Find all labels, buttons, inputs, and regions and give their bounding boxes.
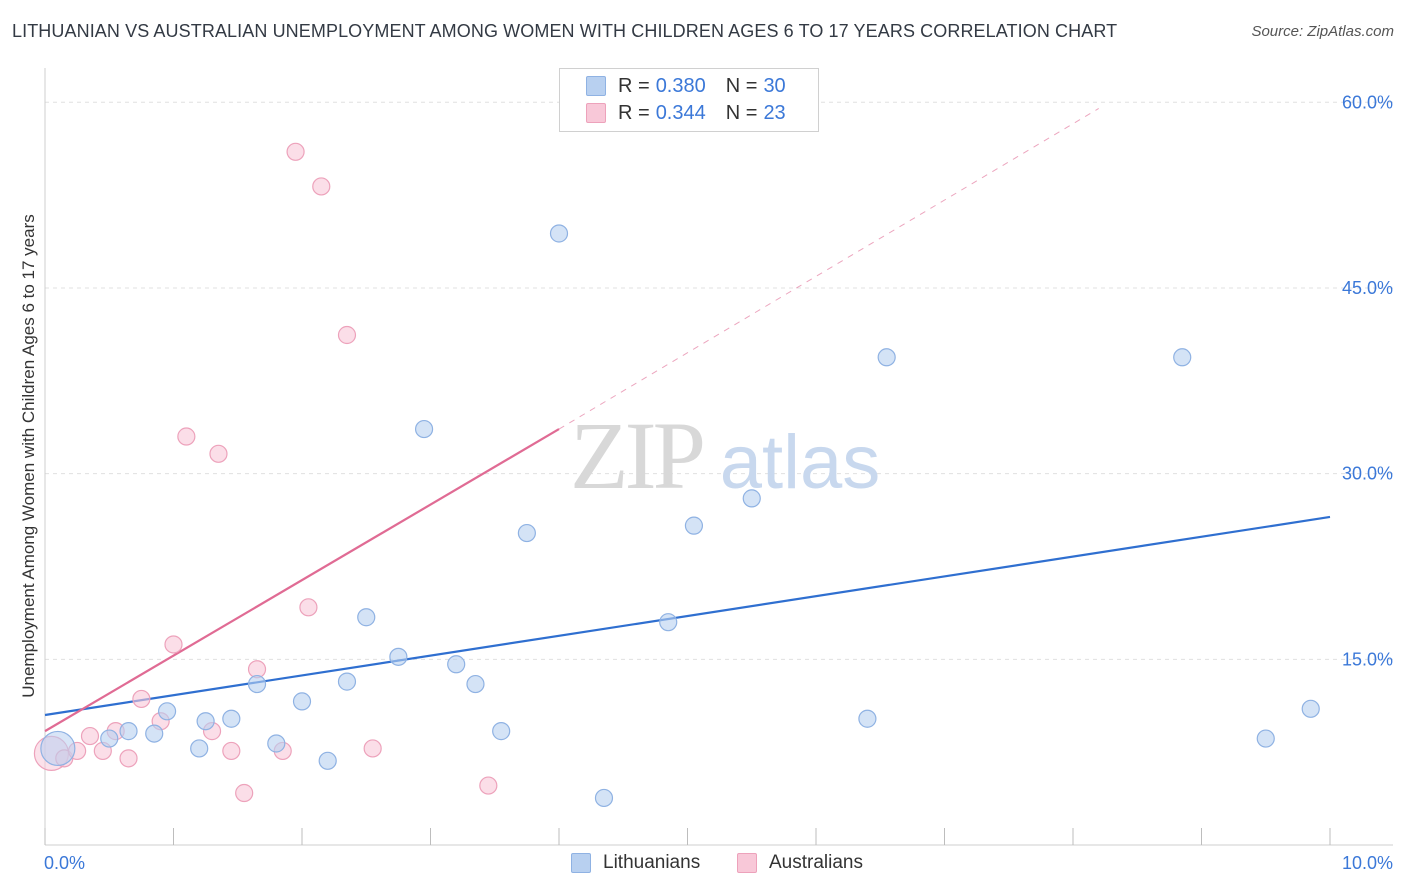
data-point-lithuanians [100, 729, 119, 748]
data-point-lithuanians [247, 674, 267, 694]
data-point-lithuanians [517, 523, 536, 543]
data-point-australians [363, 739, 382, 758]
points-layer [33, 142, 1320, 808]
data-point-lithuanians [40, 730, 76, 767]
watermark-atlas: atlas [720, 420, 881, 505]
data-point-lithuanians [1256, 729, 1275, 748]
y-tick-label: 60.0% [1342, 92, 1393, 112]
series-label-lithuanians: Lithuanians [603, 852, 701, 873]
data-point-lithuanians [190, 739, 209, 758]
data-point-lithuanians [157, 702, 177, 721]
data-point-australians [312, 177, 331, 196]
data-point-lithuanians [492, 722, 511, 741]
data-point-australians [286, 142, 305, 161]
y-tick-label: 30.0% [1342, 464, 1393, 484]
legend-n-value: 23 [763, 101, 786, 124]
data-point-lithuanians [222, 709, 241, 728]
data-point-lithuanians [414, 419, 434, 439]
data-point-australians [80, 726, 100, 746]
data-point-lithuanians [549, 224, 569, 243]
data-point-australians [132, 689, 151, 709]
data-point-lithuanians [684, 516, 704, 535]
data-point-lithuanians [659, 613, 678, 632]
data-point-lithuanians [357, 608, 376, 627]
legend-r-label: R = [618, 74, 650, 97]
trendline-australians-extension [558, 108, 1099, 430]
series-legend-lithuanians[interactable]: Lithuanians [571, 852, 700, 874]
y-tick-label: 15.0% [1342, 649, 1393, 669]
legend-n-label: N = [725, 101, 758, 124]
data-point-lithuanians [337, 672, 357, 691]
data-point-australians [177, 427, 196, 446]
data-point-lithuanians [877, 348, 896, 367]
legend-swatch-australians [586, 103, 606, 123]
data-point-lithuanians [594, 788, 614, 808]
x-tick-label: 0.0% [44, 853, 85, 873]
data-point-lithuanians [318, 751, 337, 770]
chart-title: LITHUANIAN VS AUSTRALIAN UNEMPLOYMENT AM… [12, 21, 1118, 41]
data-point-lithuanians [1173, 348, 1192, 367]
x-tick-label: 10.0% [1342, 853, 1393, 873]
legend-r-value: 0.344 [655, 101, 706, 124]
data-point-lithuanians [119, 722, 138, 741]
legend-row-lithuanians: R = 0.380 N = 30 [586, 74, 786, 98]
y-tick-label: 45.0% [1342, 278, 1393, 298]
data-point-lithuanians [389, 647, 408, 666]
series-legend-australians[interactable]: Australians [737, 852, 863, 874]
series-swatch-lithuanians [571, 853, 591, 873]
series-label-australians: Australians [769, 852, 863, 873]
data-point-australians [209, 444, 228, 463]
data-point-australians [222, 741, 241, 761]
legend-n-value: 30 [763, 74, 786, 97]
label-layer: 15.0% 30.0% 45.0% 60.0% 0.0% 10.0% Unemploymen… [19, 92, 1393, 873]
data-point-australians [479, 776, 498, 795]
series-legend: Lithuanians Australians [0, 852, 1406, 876]
series-swatch-australians [737, 853, 757, 873]
data-point-australians [337, 325, 357, 345]
trendline-lithuanians [44, 515, 1331, 717]
source-credit: Source: ZipAtlas.com [1251, 23, 1394, 40]
data-point-australians [119, 749, 138, 768]
legend-r-value: 0.380 [655, 74, 706, 97]
data-point-lithuanians [1301, 699, 1320, 718]
data-point-lithuanians [858, 709, 877, 728]
legend-r-label: R = [618, 101, 650, 124]
watermark: ZIP atlas [570, 402, 880, 509]
legend-n-label: N = [725, 74, 758, 97]
legend-row-australians: R = 0.344 N = 23 [586, 101, 786, 125]
data-point-lithuanians [742, 489, 761, 508]
data-point-australians [299, 598, 318, 617]
data-point-lithuanians [196, 712, 215, 731]
watermark-zip: ZIP [570, 402, 703, 509]
data-point-lithuanians [145, 724, 164, 743]
data-point-lithuanians [267, 734, 286, 753]
y-axis-label: Unemployment Among Women with Children A… [19, 214, 38, 698]
data-point-australians [235, 783, 254, 803]
grid-layer [45, 101, 1393, 660]
data-point-lithuanians [292, 692, 312, 711]
legend-swatch-lithuanians [586, 76, 606, 96]
trendline-australians [44, 428, 560, 733]
data-point-australians [164, 635, 183, 654]
correlation-legend: R = 0.380 N = 30 R = 0.344 N = 23 [559, 68, 819, 132]
axis-layer [44, 68, 1393, 846]
data-point-lithuanians [447, 655, 466, 674]
data-point-lithuanians [466, 674, 485, 694]
